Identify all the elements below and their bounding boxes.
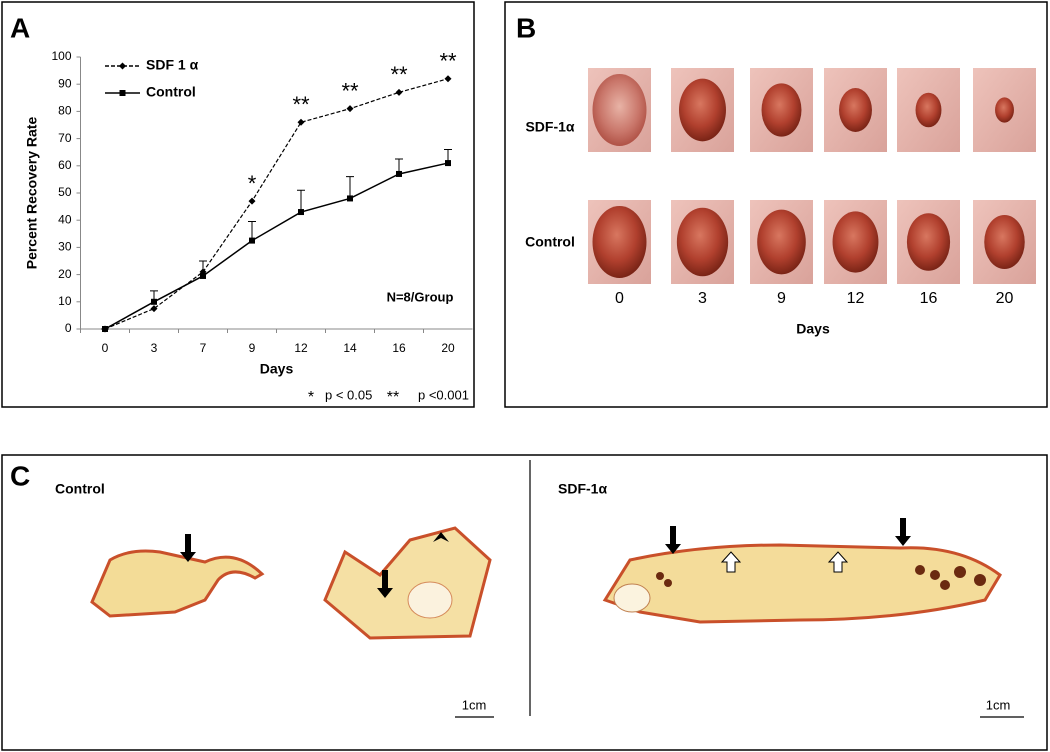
wound	[676, 207, 729, 277]
wound	[915, 92, 942, 128]
series-line	[104, 162, 449, 330]
panel-label: A	[10, 12, 30, 43]
x-tick-label: 20	[441, 341, 455, 355]
section-label: Control	[55, 481, 105, 497]
tissue-sections	[90, 526, 1002, 640]
annotation: N=8/Group	[387, 289, 454, 304]
panel-frame	[504, 1, 1048, 408]
wound	[757, 209, 806, 275]
x-tick-label: 9	[249, 341, 256, 355]
footnote-label: p <0.001	[418, 387, 469, 402]
panel-label: B	[516, 12, 536, 43]
legend-marker	[119, 90, 126, 96]
point	[151, 298, 157, 305]
footnote-symbol: **	[387, 389, 399, 406]
point	[298, 209, 304, 216]
y-tick-label: 50	[58, 185, 72, 199]
significance-mark: **	[390, 62, 408, 87]
y-tick-label: 30	[58, 240, 72, 254]
error-bar	[248, 221, 256, 241]
y-tick-label: 70	[58, 131, 72, 145]
wound	[906, 213, 951, 271]
y-tick-label: 40	[58, 212, 72, 226]
point	[346, 105, 354, 113]
y-tick-label: 0	[65, 321, 72, 335]
scale-label: 1cm	[986, 697, 1011, 712]
day-label: 3	[698, 290, 707, 307]
point	[297, 118, 305, 126]
point	[347, 195, 353, 202]
panel-frame	[1, 454, 1048, 751]
row-label: SDF-1α	[525, 119, 574, 135]
x-tick-label: 14	[343, 341, 357, 355]
wound	[832, 211, 879, 273]
point	[249, 237, 255, 244]
wound	[761, 83, 802, 137]
day-label: 0	[615, 290, 624, 307]
error-bar	[346, 176, 354, 199]
panel-label: C	[10, 460, 30, 491]
significance-mark: **	[341, 78, 359, 103]
point	[150, 305, 158, 313]
y-axis-label: Percent Recovery Rate	[24, 117, 40, 270]
significance-mark: **	[292, 92, 310, 117]
y-tick-label: 100	[51, 49, 71, 63]
y-tick-label: 60	[58, 158, 72, 172]
y-tick-label: 90	[58, 76, 72, 90]
y-tick-label: 20	[58, 267, 72, 281]
point	[445, 160, 451, 167]
x-tick-label: 16	[392, 341, 406, 355]
legend-label: SDF 1 α	[146, 57, 199, 73]
wound	[995, 97, 1014, 123]
point	[395, 88, 403, 96]
wound	[592, 206, 647, 278]
x-tick-label: 0	[102, 341, 109, 355]
legend-label: Control	[146, 84, 196, 100]
point	[248, 197, 256, 205]
scale-label: 1cm	[462, 697, 487, 712]
section-label: SDF-1α	[558, 481, 607, 497]
day-label: 20	[996, 290, 1014, 307]
series-line	[104, 78, 449, 330]
y-tick-label: 10	[58, 294, 72, 308]
axis-label: Days	[796, 321, 830, 337]
x-tick-label: 12	[294, 341, 308, 355]
x-tick-label: 3	[151, 341, 158, 355]
point	[200, 272, 206, 279]
day-label: 12	[847, 290, 865, 307]
point	[396, 170, 402, 177]
error-bar	[297, 189, 305, 213]
footnote-symbol: *	[308, 389, 314, 406]
point	[102, 326, 108, 332]
wound	[984, 215, 1025, 269]
arrows	[180, 518, 911, 598]
day-label: 16	[920, 290, 938, 307]
y-tick-label: 80	[58, 104, 72, 118]
significance-mark: *	[248, 171, 257, 196]
wound	[839, 88, 872, 132]
footnote-label: p < 0.05	[325, 387, 372, 402]
wound	[592, 74, 647, 146]
wound	[679, 78, 726, 142]
significance-mark: **	[439, 49, 457, 74]
x-axis-label: Days	[260, 361, 294, 377]
day-label: 9	[777, 290, 786, 307]
row-label: Control	[525, 234, 575, 250]
point	[444, 75, 452, 83]
x-tick-label: 7	[200, 341, 207, 355]
panel-frame	[1, 1, 475, 408]
legend-marker	[119, 62, 126, 70]
